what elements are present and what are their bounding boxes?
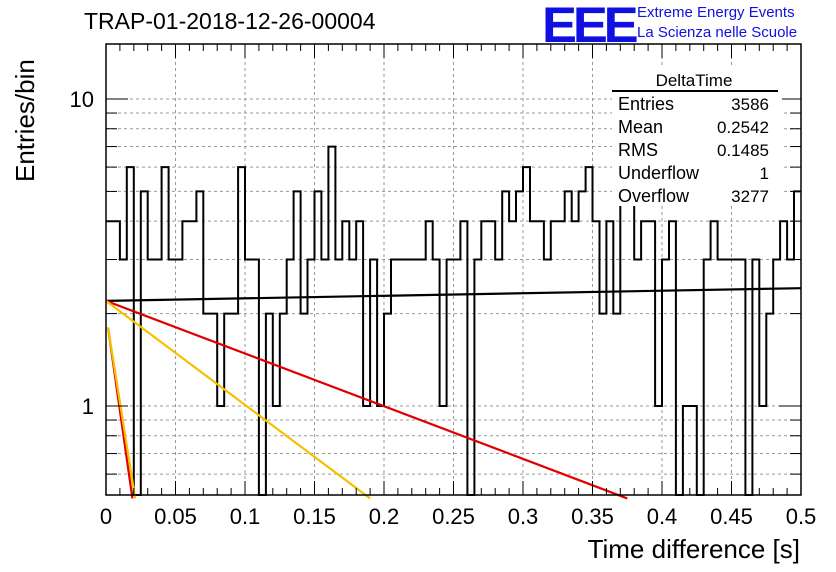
x-tick-label: 0.15 bbox=[293, 504, 336, 529]
logo-line-2: La Scienza nelle Scuole bbox=[637, 24, 798, 41]
stats-row-label: RMS bbox=[618, 140, 658, 160]
fit-line-3 bbox=[105, 299, 371, 500]
stats-row-label: Underflow bbox=[618, 163, 700, 183]
tick-labels: 0 0.05 0.1 0.15 0.2 0.25 0.3 0.35 0.4 0.45 0.5 1 10 bbox=[70, 87, 817, 529]
logo-line-1: Extreme Energy Events bbox=[637, 4, 795, 21]
fit-line-2 bbox=[105, 299, 628, 500]
fit-line-1 bbox=[105, 287, 802, 302]
x-tick-label: 0.2 bbox=[369, 504, 400, 529]
x-tick-label: 0.25 bbox=[432, 504, 475, 529]
x-tick-label: 0.4 bbox=[647, 504, 678, 529]
stats-box: DeltaTime Entries 3586 Mean 0.2542 RMS 0.1485 U… bbox=[612, 66, 782, 206]
stats-row-value: 3277 bbox=[731, 187, 769, 206]
stats-background bbox=[612, 66, 782, 206]
stats-row-value: 0.1485 bbox=[717, 141, 769, 160]
chart-title: TRAP-01-2018-12-26-00004 bbox=[84, 8, 376, 34]
x-tick-label: 0.05 bbox=[154, 504, 197, 529]
y-tick-label: 1 bbox=[82, 394, 94, 419]
fit-lines bbox=[105, 287, 802, 500]
x-axis-label: Time difference [s] bbox=[587, 534, 800, 564]
x-tick-label: 0.5 bbox=[786, 504, 817, 529]
fit-line-5 bbox=[106, 327, 137, 499]
x-tick-label: 0 bbox=[100, 504, 112, 529]
eee-logo-mark: EEE bbox=[542, 0, 639, 53]
x-tick-label: 0.45 bbox=[710, 504, 753, 529]
histogram-step-line bbox=[106, 145, 801, 496]
x-tick-label: 0.1 bbox=[230, 504, 261, 529]
stats-name: DeltaTime bbox=[656, 71, 733, 90]
y-tick-label: 10 bbox=[70, 87, 94, 112]
x-tick-label: 0.3 bbox=[508, 504, 539, 529]
x-tick-label: 0.35 bbox=[571, 504, 614, 529]
histogram-series bbox=[106, 145, 801, 496]
stats-row-label: Mean bbox=[618, 117, 663, 137]
stats-row-value: 3586 bbox=[731, 95, 769, 114]
stats-row-label: Overflow bbox=[618, 186, 690, 206]
stats-row-value: 1 bbox=[760, 164, 769, 183]
axes-frame bbox=[105, 43, 802, 496]
stats-row-label: Entries bbox=[618, 94, 674, 114]
stats-row-value: 0.2542 bbox=[717, 118, 769, 137]
